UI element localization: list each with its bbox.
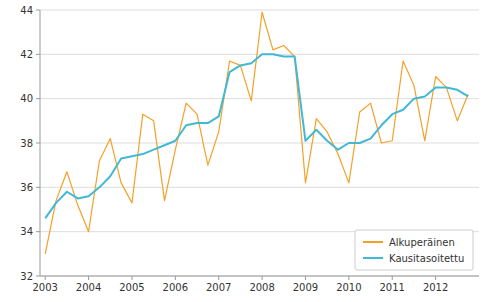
legend-swatch [363, 241, 383, 243]
legend-swatch [363, 257, 383, 259]
tick-mark [131, 276, 132, 280]
tick-label: 2006 [163, 282, 188, 293]
tick-label: 2007 [206, 282, 231, 293]
tick-label: 2005 [119, 282, 144, 293]
tick-mark [36, 187, 40, 188]
tick-label: 2012 [423, 282, 448, 293]
tick-label: 32 [20, 271, 33, 282]
tick-mark [305, 276, 306, 280]
tick-label: 2004 [76, 282, 101, 293]
tick-label: 38 [20, 138, 33, 149]
tick-mark [36, 231, 40, 232]
tick-label: 42 [20, 49, 33, 60]
tick-label: 40 [20, 93, 33, 104]
tick-mark [36, 54, 40, 55]
tick-label: 2011 [380, 282, 405, 293]
tick-mark [36, 98, 40, 99]
legend: Alkuperäinen Kausitasoitettu [355, 230, 473, 270]
x-axis: 2003 2004 2005 2006 2007 2008 2009 2010 2011 2012 [32, 276, 479, 293]
chart: 3234363840424420032004200520062007200820… [0, 0, 491, 302]
y-axis: 32 34 36 38 40 42 44 [20, 5, 479, 282]
series-line [45, 54, 468, 218]
tick-label: 36 [20, 182, 33, 193]
tick-label: 2008 [249, 282, 274, 293]
legend-box [355, 230, 473, 270]
legend-label: Alkuperäinen [389, 237, 455, 248]
tick-mark [392, 276, 393, 280]
tick-mark [36, 276, 40, 277]
grid-line [40, 10, 479, 11]
series-line [45, 12, 468, 254]
tick-mark [348, 276, 349, 280]
tick-mark [88, 276, 89, 280]
grid-line [40, 276, 479, 277]
tick-label: 44 [20, 5, 33, 16]
plot-area [45, 12, 468, 254]
tick-mark [218, 276, 219, 280]
tick-mark [36, 10, 40, 11]
tick-mark [36, 143, 40, 144]
tick-label: 2009 [293, 282, 318, 293]
grid-line [40, 143, 479, 144]
tick-label: 2010 [336, 282, 361, 293]
tick-mark [175, 276, 176, 280]
tick-mark [435, 276, 436, 280]
tick-mark [45, 276, 46, 280]
grid-line [40, 187, 479, 188]
axis-line [40, 276, 479, 277]
grid-line [40, 54, 479, 55]
tick-label: 2003 [32, 282, 57, 293]
axis-line [40, 10, 41, 276]
tick-label: 34 [20, 226, 33, 237]
tick-mark [262, 276, 263, 280]
legend-label: Kausitasoitettu [389, 253, 464, 264]
